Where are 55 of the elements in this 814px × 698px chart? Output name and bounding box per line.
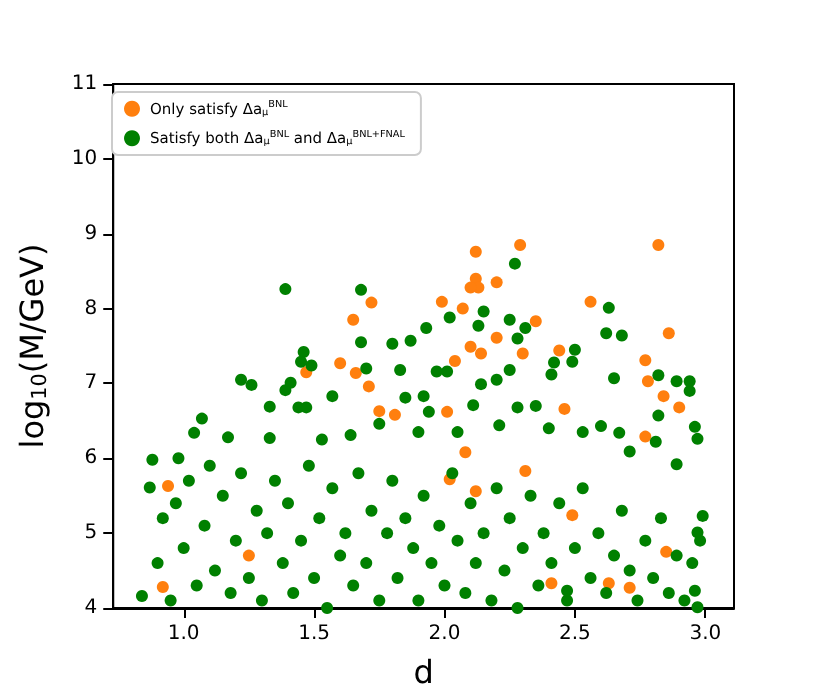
y-tick-label: 4 [84, 597, 98, 619]
point [441, 405, 454, 418]
point [602, 577, 615, 590]
point [529, 315, 542, 328]
point [156, 581, 169, 594]
point [347, 313, 360, 326]
point [464, 340, 477, 353]
y-tick-label: 6 [84, 447, 98, 470]
y-axis-title: log10(M/GeV) [13, 243, 52, 449]
y-tick-label: 8 [84, 297, 98, 320]
point [584, 295, 597, 308]
y-tick-label: 7 [84, 372, 98, 395]
point [469, 485, 482, 498]
point [334, 357, 347, 370]
x-axis-title: d [413, 653, 434, 691]
point [459, 446, 472, 459]
point [490, 331, 503, 344]
point [490, 276, 503, 289]
point [641, 375, 654, 388]
x-tick-label: 1.0 [167, 623, 200, 645]
point [388, 408, 401, 421]
point [566, 509, 579, 522]
point [362, 380, 375, 393]
y-tick-label: 11 [71, 73, 98, 95]
point [469, 245, 482, 258]
point [448, 354, 461, 367]
y-tick-label: 9 [84, 222, 98, 245]
point [545, 577, 558, 590]
point [162, 479, 175, 492]
point [623, 581, 636, 594]
x-tick-label: 1.5 [298, 623, 330, 645]
point [639, 354, 652, 367]
point [514, 238, 527, 251]
point [373, 405, 386, 418]
point [652, 238, 665, 251]
point [553, 344, 566, 357]
point [639, 430, 652, 443]
point [673, 401, 686, 414]
point [242, 549, 255, 562]
point [365, 296, 378, 309]
point [660, 545, 673, 558]
y-tick-label: 10 [71, 147, 98, 170]
point [558, 402, 571, 415]
point [662, 327, 675, 340]
point [475, 347, 488, 360]
point [516, 347, 529, 360]
point [435, 295, 448, 308]
point [349, 366, 362, 379]
x-tick-label: 2.5 [558, 623, 591, 645]
point [456, 302, 469, 315]
x-tick-label: 2.0 [428, 623, 461, 645]
point [519, 465, 532, 478]
x-tick-label: 3.0 [689, 623, 722, 645]
y-tick-label: 5 [84, 522, 98, 545]
point [657, 390, 670, 403]
